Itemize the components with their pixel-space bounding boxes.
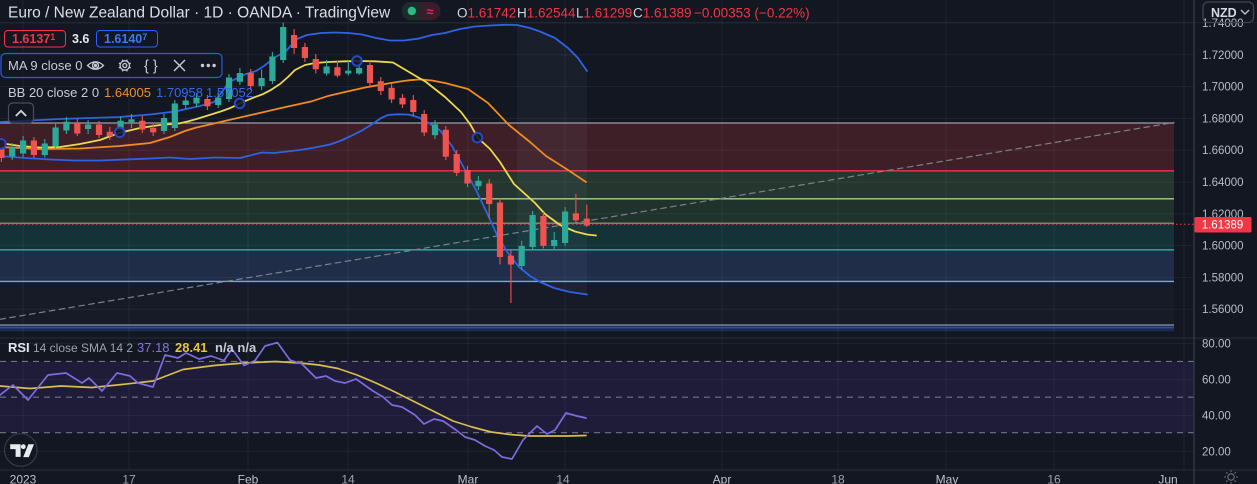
svg-text:MA 9 close 0: MA 9 close 0 <box>8 58 82 73</box>
svg-text:RSI: RSI <box>8 340 30 355</box>
svg-text:14 close SMA 14 2: 14 close SMA 14 2 <box>33 341 133 355</box>
svg-text:L1.61299: L1.61299 <box>576 6 632 21</box>
svg-text:1.70958: 1.70958 <box>156 85 203 100</box>
svg-text:{ }: { } <box>144 59 158 75</box>
svg-text:Apr: Apr <box>713 473 732 484</box>
svg-text:1.57052: 1.57052 <box>206 85 253 100</box>
svg-text:May: May <box>936 473 959 484</box>
svg-text:1.74000: 1.74000 <box>1202 18 1244 30</box>
svg-text:1.70000: 1.70000 <box>1202 82 1244 94</box>
svg-text:40.00: 40.00 <box>1202 410 1231 422</box>
svg-text:1.58000: 1.58000 <box>1202 272 1244 284</box>
svg-text:1.66000: 1.66000 <box>1202 145 1244 157</box>
svg-text:1.64005: 1.64005 <box>104 85 151 100</box>
svg-text:3.6: 3.6 <box>72 32 89 46</box>
svg-text:H1.62544: H1.62544 <box>517 6 576 21</box>
svg-text:60.00: 60.00 <box>1202 374 1231 386</box>
svg-text:1.60000: 1.60000 <box>1202 241 1244 253</box>
svg-text:1.61407: 1.61407 <box>104 32 147 46</box>
svg-text:n/a n/a: n/a n/a <box>215 340 257 355</box>
svg-text:NZD: NZD <box>1211 6 1237 20</box>
svg-text:14: 14 <box>341 473 355 484</box>
svg-text:14: 14 <box>556 473 570 484</box>
svg-text:1.61371: 1.61371 <box>12 32 55 46</box>
svg-text:20.00: 20.00 <box>1202 446 1231 458</box>
svg-text:1.72000: 1.72000 <box>1202 50 1244 62</box>
svg-text:1.61389: 1.61389 <box>1202 220 1244 232</box>
svg-text:1.56000: 1.56000 <box>1202 304 1244 316</box>
svg-text:80.00: 80.00 <box>1202 338 1231 350</box>
svg-text:2023: 2023 <box>10 473 37 484</box>
svg-text:1.68000: 1.68000 <box>1202 113 1244 125</box>
svg-text:BB 20 close 2 0: BB 20 close 2 0 <box>8 85 99 100</box>
svg-text:C1.61389: C1.61389 <box>633 6 692 21</box>
svg-text:18: 18 <box>831 473 845 484</box>
svg-text:16: 16 <box>1047 473 1061 484</box>
svg-text:−0.00353 (−0.22%): −0.00353 (−0.22%) <box>694 6 810 21</box>
svg-text:1.64000: 1.64000 <box>1202 177 1244 189</box>
svg-text:Jun: Jun <box>1158 473 1177 484</box>
svg-text:Euro / New Zealand Dollar · 1D: Euro / New Zealand Dollar · 1D · OANDA ·… <box>8 5 391 22</box>
svg-text:37.18: 37.18 <box>137 340 170 355</box>
svg-text:≈: ≈ <box>426 4 433 19</box>
svg-text:Mar: Mar <box>458 473 479 484</box>
svg-text:O1.61742: O1.61742 <box>457 6 516 21</box>
svg-text:17: 17 <box>122 473 136 484</box>
svg-text:Feb: Feb <box>238 473 259 484</box>
svg-text:28.41: 28.41 <box>175 340 208 355</box>
